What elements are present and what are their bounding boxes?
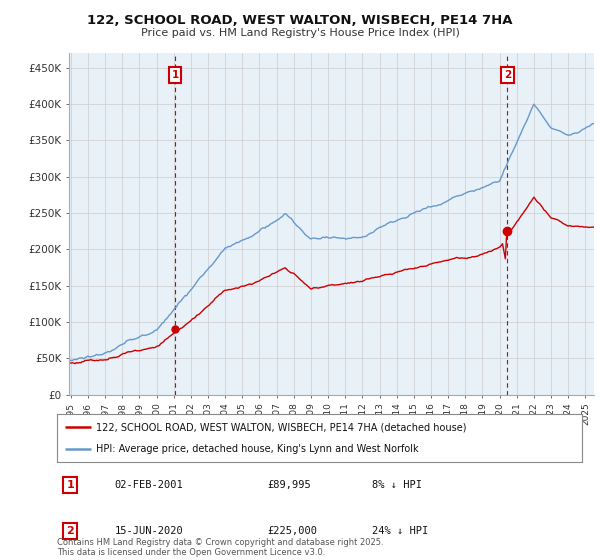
Text: 1: 1 <box>172 70 179 80</box>
Text: 122, SCHOOL ROAD, WEST WALTON, WISBECH, PE14 7HA (detached house): 122, SCHOOL ROAD, WEST WALTON, WISBECH, … <box>97 422 467 432</box>
Text: 122, SCHOOL ROAD, WEST WALTON, WISBECH, PE14 7HA: 122, SCHOOL ROAD, WEST WALTON, WISBECH, … <box>87 14 513 27</box>
Text: 15-JUN-2020: 15-JUN-2020 <box>115 526 184 536</box>
Text: HPI: Average price, detached house, King's Lynn and West Norfolk: HPI: Average price, detached house, King… <box>97 444 419 454</box>
Text: 1: 1 <box>66 480 74 490</box>
Text: 02-FEB-2001: 02-FEB-2001 <box>115 480 184 490</box>
Text: Contains HM Land Registry data © Crown copyright and database right 2025.
This d: Contains HM Land Registry data © Crown c… <box>57 538 383 557</box>
Text: Price paid vs. HM Land Registry's House Price Index (HPI): Price paid vs. HM Land Registry's House … <box>140 28 460 38</box>
Text: 2: 2 <box>504 70 511 80</box>
Text: 8% ↓ HPI: 8% ↓ HPI <box>372 480 422 490</box>
Text: £225,000: £225,000 <box>267 526 317 536</box>
Text: £89,995: £89,995 <box>267 480 311 490</box>
Text: 2: 2 <box>66 526 74 536</box>
Text: 24% ↓ HPI: 24% ↓ HPI <box>372 526 428 536</box>
